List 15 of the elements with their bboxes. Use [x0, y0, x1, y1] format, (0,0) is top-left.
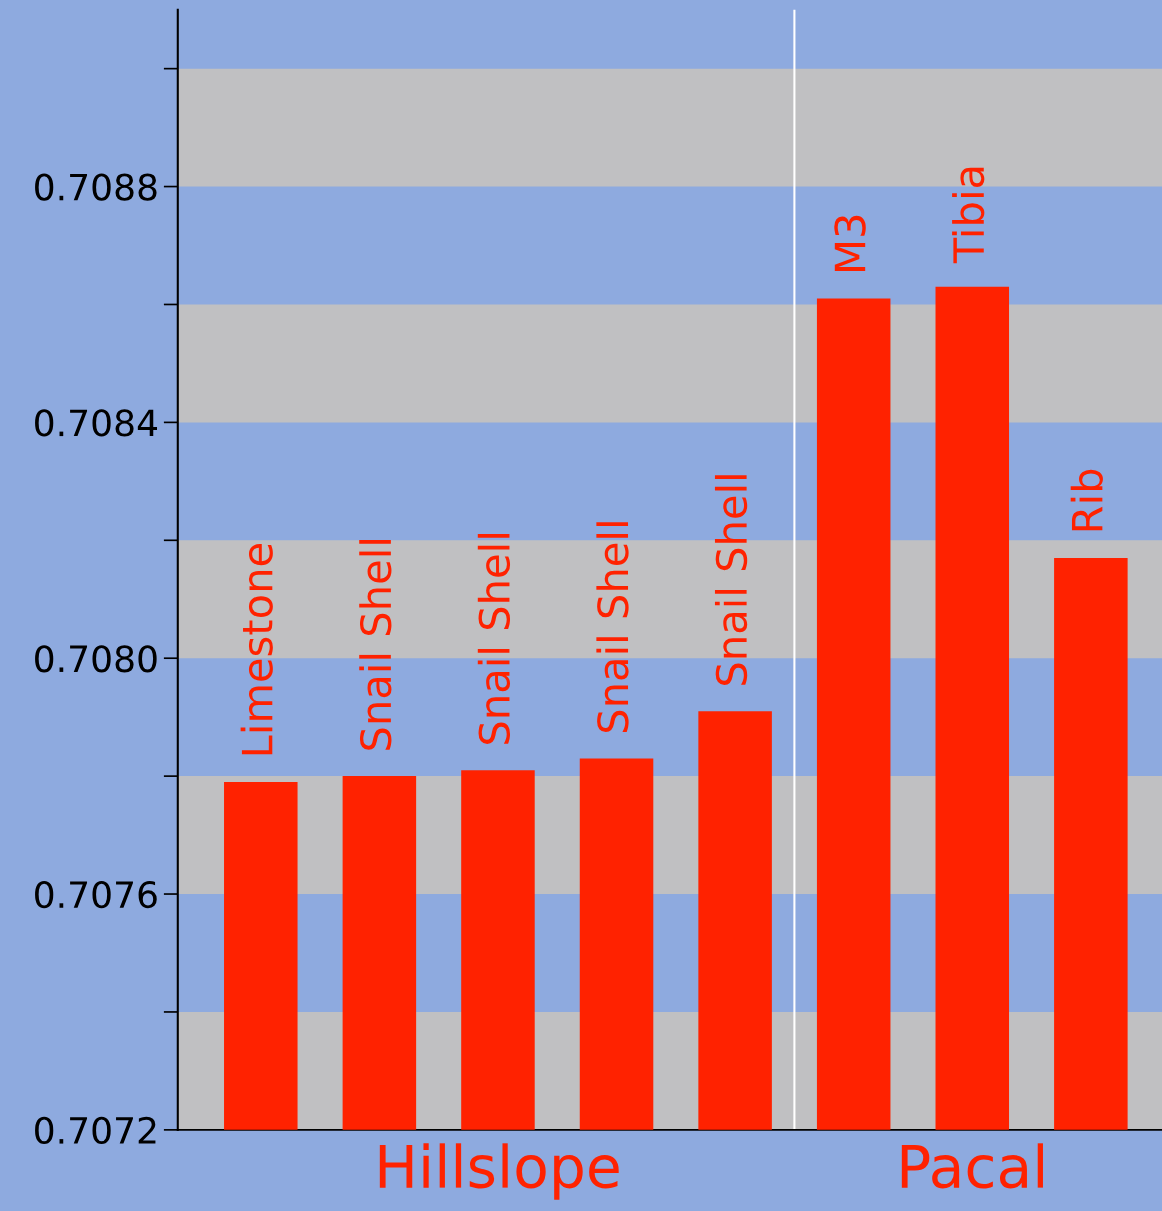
y-tick-label: 0.7080: [35, 645, 157, 673]
x-tick-label: Snail Shell: [596, 522, 629, 733]
x-tick-label: Snail Shell: [359, 540, 392, 750]
x-tick-label: Snail Shell: [714, 475, 748, 685]
y-tick-label: 0.7084: [35, 409, 158, 437]
y-tick-label: 0.7072: [35, 1116, 156, 1145]
y-tick-label: 0.7088: [35, 173, 157, 201]
y-tick-label: 0.7076: [35, 880, 157, 909]
text: Pacal: [901, 1143, 1043, 1189]
x-tick-label: Tibia: [952, 167, 985, 264]
x-tick-label: Rib: [1070, 469, 1103, 531]
x-tick-label: Snail Shell: [477, 534, 511, 744]
text: Hillslope: [379, 1143, 619, 1200]
x-tick-label: M3: [834, 215, 866, 271]
x-tick-label: Limestone: [240, 544, 273, 755]
